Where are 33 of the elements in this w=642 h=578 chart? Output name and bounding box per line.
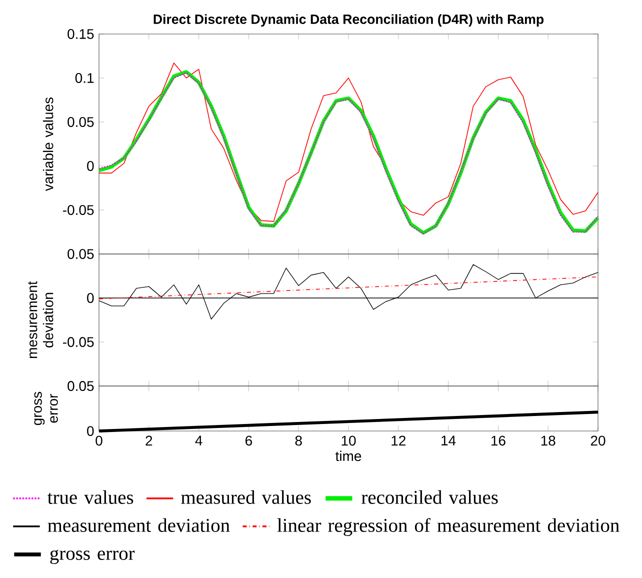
x-tick-label: 12 [392,436,406,446]
legend-label: reconciled values [362,490,498,504]
chart-title: Direct Discrete Dynamic Data Reconciliation (D4R) with Ramp [154,14,544,27]
legend-label: true values [48,490,134,504]
x-tick-label: 8 [295,436,302,446]
legend-label: gross error [50,550,135,564]
y-tick-label: 0.15 [68,29,94,39]
x-tick-label: 16 [491,436,506,446]
y-axis-title: gross error [34,392,58,426]
y-axis-title: variable values [42,97,54,192]
legend-label: measured values [181,490,311,504]
x-tick-label: 20 [590,436,606,446]
y-tick-label: 0 [87,161,94,171]
y-tick-label: 0.1 [75,73,94,83]
x-tick-label: 0 [96,436,102,446]
x-tick-label: 18 [541,436,556,446]
y-tick-label: 0 [87,426,94,436]
y-tick-label: 0.05 [68,117,94,127]
x-axis-title: time [335,450,362,462]
y-tick-label: 0.05 [68,381,94,391]
y-axis-title: mesurement deviation [28,281,54,358]
x-tick-label: 14 [442,436,456,446]
y-tick-label: -0.05 [63,205,94,215]
y-tick-label: 0.05 [68,249,94,259]
x-tick-label: 10 [342,436,356,446]
legend-label: measurement deviation [48,518,230,532]
x-tick-label: 6 [246,436,252,446]
x-tick-label: 4 [195,436,202,446]
line-series [98,264,598,320]
y-tick-label: 0 [87,293,94,303]
x-tick-label: 2 [146,436,152,446]
y-tick-label: -0.05 [63,337,94,347]
legend-label: linear regression of measurement deviation [277,518,620,536]
